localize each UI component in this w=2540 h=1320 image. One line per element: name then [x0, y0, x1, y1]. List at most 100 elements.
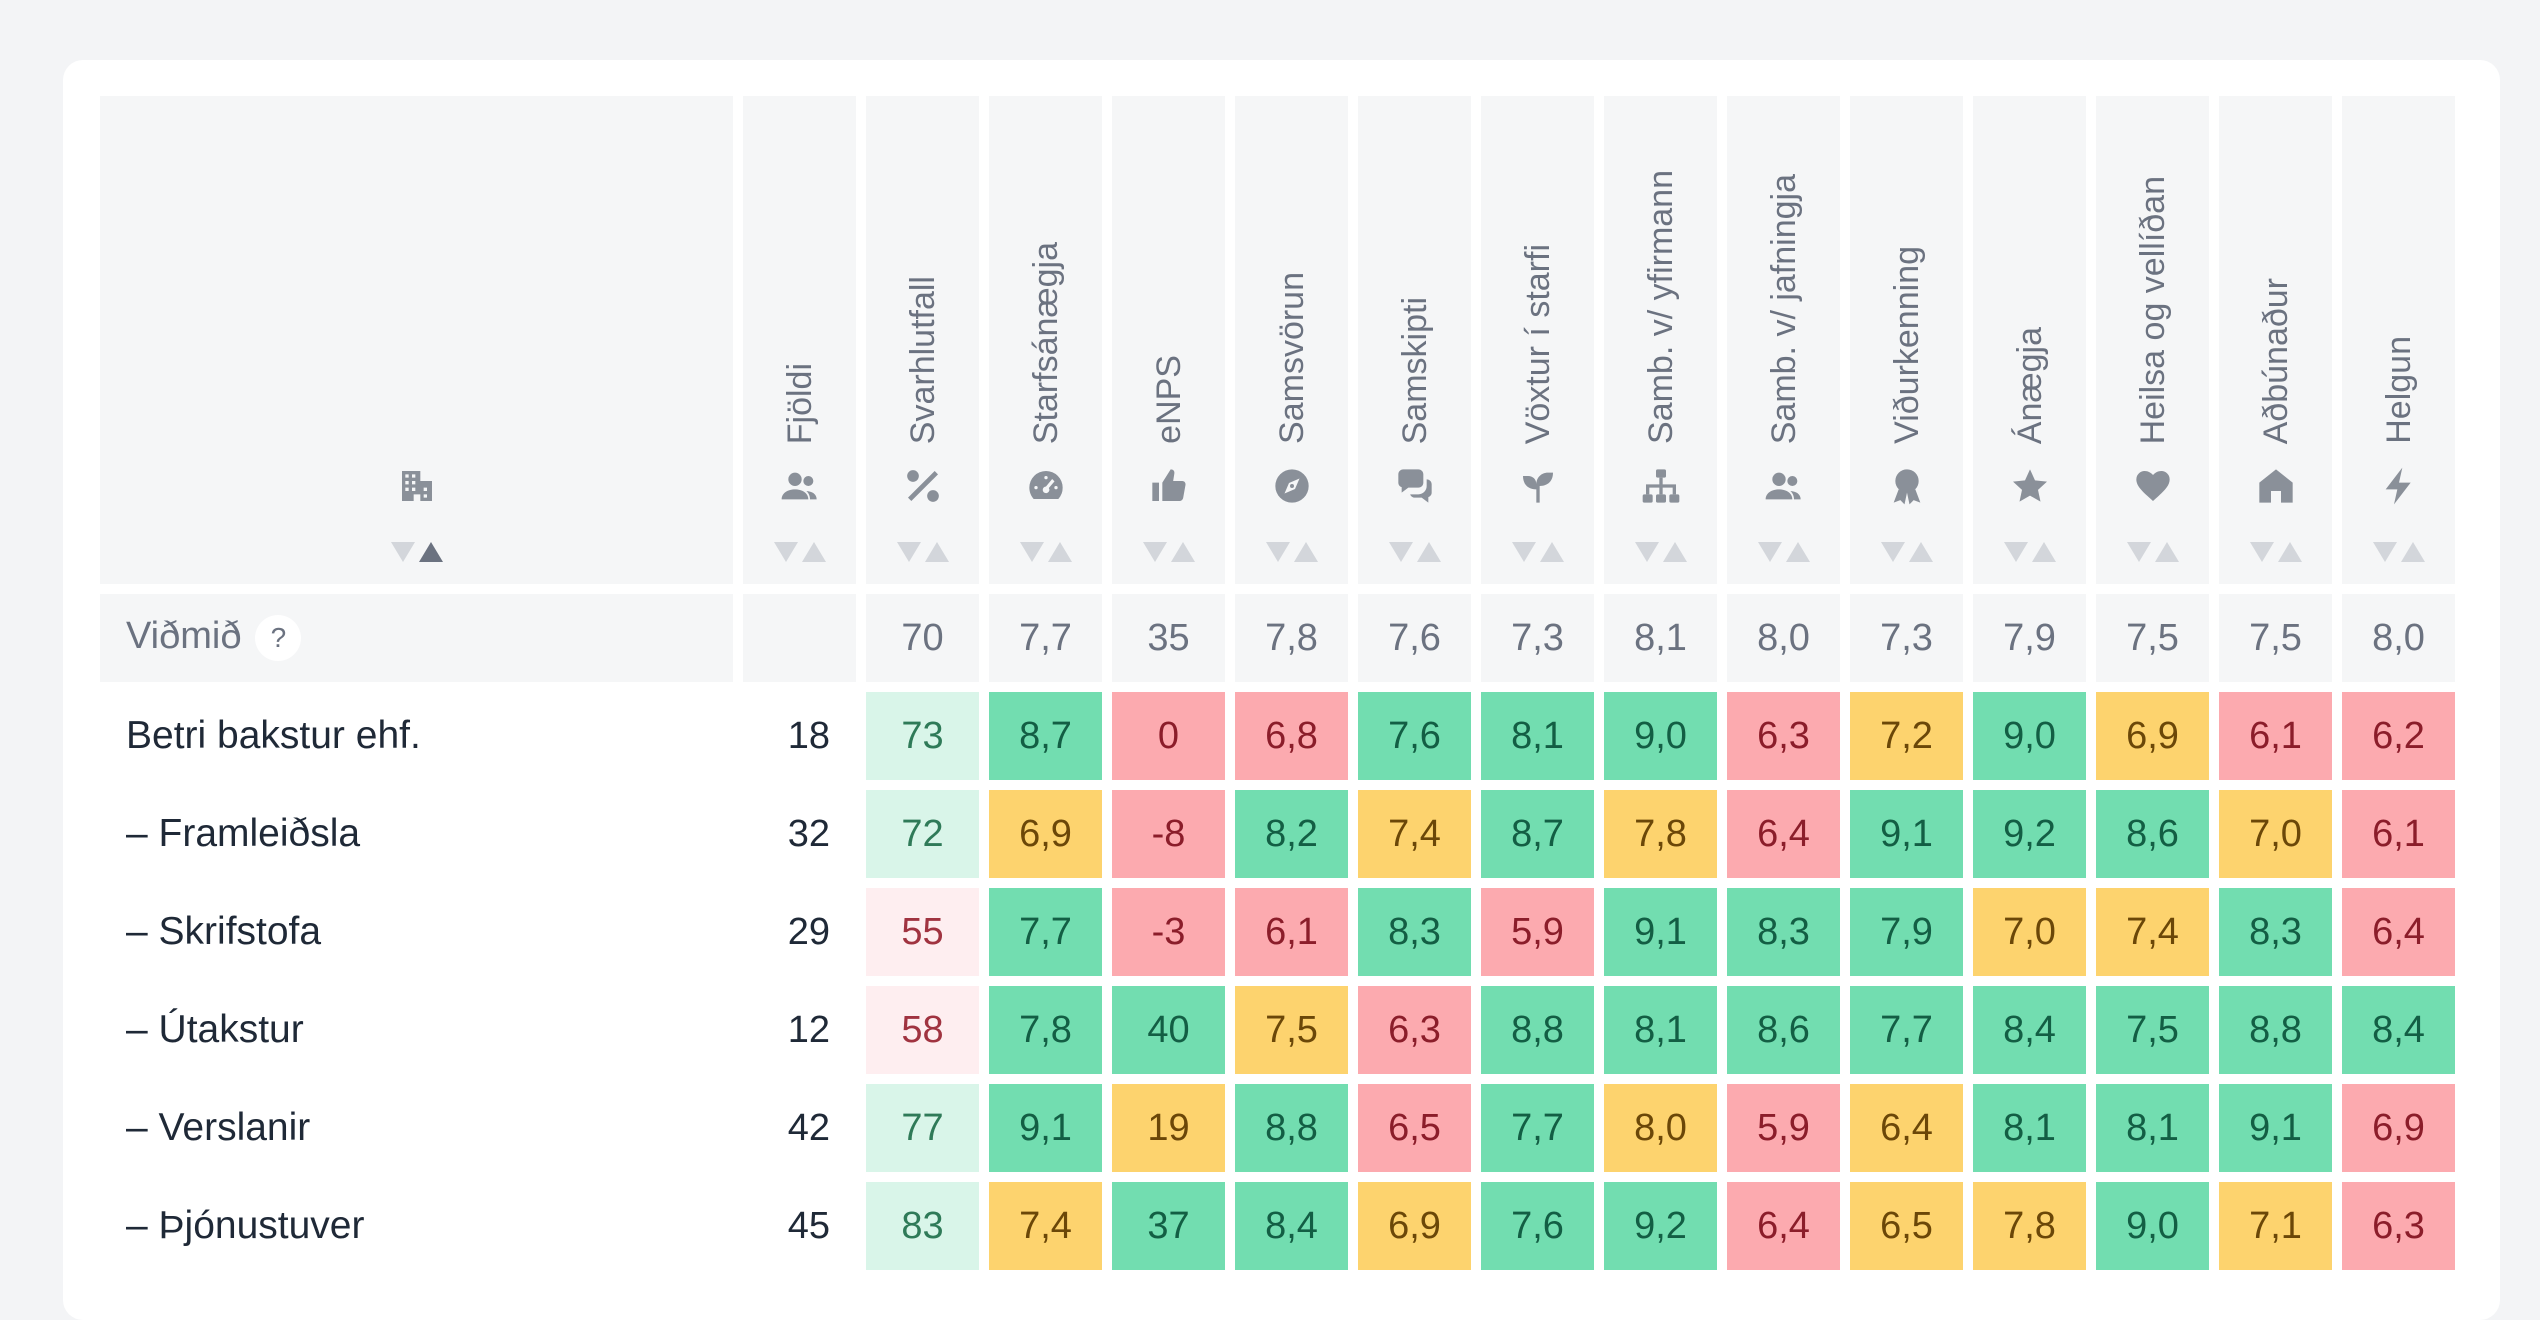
score-cell[interactable]: 6,5: [1850, 1182, 1963, 1270]
sort-toggle[interactable]: [1142, 532, 1195, 572]
table-row[interactable]: – Verslanir 42 77 9,1 19 8,8 6,5 7,7 8,0 5,9 6,4 8,…: [100, 1084, 2455, 1172]
sort-toggle[interactable]: [2249, 532, 2302, 572]
score-cell[interactable]: 8,4: [1973, 986, 2086, 1074]
score-cell[interactable]: 8,6: [2096, 790, 2209, 878]
score-cell[interactable]: 7,6: [1481, 1182, 1594, 1270]
score-cell[interactable]: 9,2: [1973, 790, 2086, 878]
score-cell[interactable]: 6,3: [2342, 1182, 2455, 1270]
score-cell[interactable]: 8,3: [1727, 888, 1840, 976]
score-cell[interactable]: 6,1: [1235, 888, 1348, 976]
score-cell[interactable]: 7,5: [1235, 986, 1348, 1074]
score-cell[interactable]: 73: [866, 692, 979, 780]
score-cell[interactable]: 8,1: [1604, 986, 1717, 1074]
column-header-count[interactable]: Fjöldi: [743, 96, 856, 584]
score-cell[interactable]: 8,2: [1235, 790, 1348, 878]
sort-toggle[interactable]: [2126, 532, 2179, 572]
score-cell[interactable]: 7,9: [1850, 888, 1963, 976]
score-cell[interactable]: 55: [866, 888, 979, 976]
score-cell[interactable]: 0: [1112, 692, 1225, 780]
column-header-metric[interactable]: Ánægja: [1973, 96, 2086, 584]
score-cell[interactable]: 7,2: [1850, 692, 1963, 780]
score-cell[interactable]: 8,3: [1358, 888, 1471, 976]
score-cell[interactable]: 6,5: [1358, 1084, 1471, 1172]
score-cell[interactable]: 9,0: [1604, 692, 1717, 780]
help-icon[interactable]: ?: [255, 615, 302, 661]
sort-toggle[interactable]: [2372, 532, 2425, 572]
score-cell[interactable]: 40: [1112, 986, 1225, 1074]
column-header-metric[interactable]: eNPS: [1112, 96, 1225, 584]
score-cell[interactable]: 8,6: [1727, 986, 1840, 1074]
score-cell[interactable]: 7,7: [1850, 986, 1963, 1074]
score-cell[interactable]: 9,1: [1604, 888, 1717, 976]
score-cell[interactable]: 8,8: [1481, 986, 1594, 1074]
column-header-metric[interactable]: Helgun: [2342, 96, 2455, 584]
score-cell[interactable]: 8,7: [989, 692, 1102, 780]
score-cell[interactable]: 7,4: [989, 1182, 1102, 1270]
score-cell[interactable]: 7,7: [1481, 1084, 1594, 1172]
table-row[interactable]: – Framleiðsla 32 72 6,9 -8 8,2 7,4 8,7 7,8 6,4 9,1…: [100, 790, 2455, 878]
score-cell[interactable]: 58: [866, 986, 979, 1074]
score-cell[interactable]: 9,1: [1850, 790, 1963, 878]
score-cell[interactable]: 7,8: [1604, 790, 1717, 878]
score-cell[interactable]: 8,1: [1481, 692, 1594, 780]
score-cell[interactable]: 9,1: [2219, 1084, 2332, 1172]
score-cell[interactable]: 6,1: [2219, 692, 2332, 780]
score-cell[interactable]: 5,9: [1481, 888, 1594, 976]
score-cell[interactable]: 5,9: [1727, 1084, 1840, 1172]
score-cell[interactable]: 6,4: [2342, 888, 2455, 976]
sort-toggle[interactable]: [2003, 532, 2056, 572]
column-header-metric[interactable]: Svarhlutfall: [866, 96, 979, 584]
score-cell[interactable]: 6,3: [1358, 986, 1471, 1074]
score-cell[interactable]: 7,5: [2096, 986, 2209, 1074]
score-cell[interactable]: 83: [866, 1182, 979, 1270]
score-cell[interactable]: 8,1: [2096, 1084, 2209, 1172]
sort-toggle[interactable]: [896, 532, 949, 572]
score-cell[interactable]: 6,8: [1235, 692, 1348, 780]
score-cell[interactable]: 6,9: [989, 790, 1102, 878]
column-header-metric[interactable]: Samskipti: [1358, 96, 1471, 584]
score-cell[interactable]: 7,7: [989, 888, 1102, 976]
score-cell[interactable]: 8,8: [2219, 986, 2332, 1074]
sort-toggle[interactable]: [773, 532, 826, 572]
column-header-metric[interactable]: Aðbúnaður: [2219, 96, 2332, 584]
column-header-metric[interactable]: Samsvörun: [1235, 96, 1348, 584]
score-cell[interactable]: -8: [1112, 790, 1225, 878]
sort-toggle[interactable]: [1511, 532, 1564, 572]
score-cell[interactable]: 7,0: [2219, 790, 2332, 878]
column-header-metric[interactable]: Starfsánægja: [989, 96, 1102, 584]
score-cell[interactable]: 6,4: [1850, 1084, 1963, 1172]
score-cell[interactable]: 6,9: [2096, 692, 2209, 780]
table-row[interactable]: – Skrifstofa 29 55 7,7 -3 6,1 8,3 5,9 9,1 8,3 7,9 7…: [100, 888, 2455, 976]
score-cell[interactable]: 8,0: [1604, 1084, 1717, 1172]
score-cell[interactable]: 8,1: [1973, 1084, 2086, 1172]
score-cell[interactable]: 6,9: [2342, 1084, 2455, 1172]
score-cell[interactable]: 6,4: [1727, 1182, 1840, 1270]
sort-toggle[interactable]: [1019, 532, 1072, 572]
column-header-metric[interactable]: Heilsa og vellíðan: [2096, 96, 2209, 584]
score-cell[interactable]: 19: [1112, 1084, 1225, 1172]
score-cell[interactable]: 7,6: [1358, 692, 1471, 780]
score-cell[interactable]: 6,1: [2342, 790, 2455, 878]
table-row[interactable]: Betri bakstur ehf. 18 73 8,7 0 6,8 7,6 8,1 9,0 6,…: [100, 692, 2455, 780]
table-row[interactable]: – Útakstur 12 58 7,8 40 7,5 6,3 8,8 8,1 8,6 7,7 8,4…: [100, 986, 2455, 1074]
score-cell[interactable]: 6,4: [1727, 790, 1840, 878]
score-cell[interactable]: 9,0: [1973, 692, 2086, 780]
score-cell[interactable]: 77: [866, 1084, 979, 1172]
score-cell[interactable]: 6,3: [1727, 692, 1840, 780]
score-cell[interactable]: 9,0: [2096, 1182, 2209, 1270]
score-cell[interactable]: 7,8: [989, 986, 1102, 1074]
score-cell[interactable]: 7,0: [1973, 888, 2086, 976]
column-header-unit[interactable]: [100, 96, 733, 584]
score-cell[interactable]: 7,4: [1358, 790, 1471, 878]
sort-toggle[interactable]: [1265, 532, 1318, 572]
column-header-metric[interactable]: Vöxtur í starfi: [1481, 96, 1594, 584]
score-cell[interactable]: 8,7: [1481, 790, 1594, 878]
column-header-metric[interactable]: Viðurkenning: [1850, 96, 1963, 584]
score-cell[interactable]: 9,1: [989, 1084, 1102, 1172]
score-cell[interactable]: 37: [1112, 1182, 1225, 1270]
score-cell[interactable]: 7,8: [1973, 1182, 2086, 1270]
score-cell[interactable]: 7,1: [2219, 1182, 2332, 1270]
column-header-metric[interactable]: Samb. v/ yfirmann: [1604, 96, 1717, 584]
sort-toggle[interactable]: [1388, 532, 1441, 572]
score-cell[interactable]: 72: [866, 790, 979, 878]
